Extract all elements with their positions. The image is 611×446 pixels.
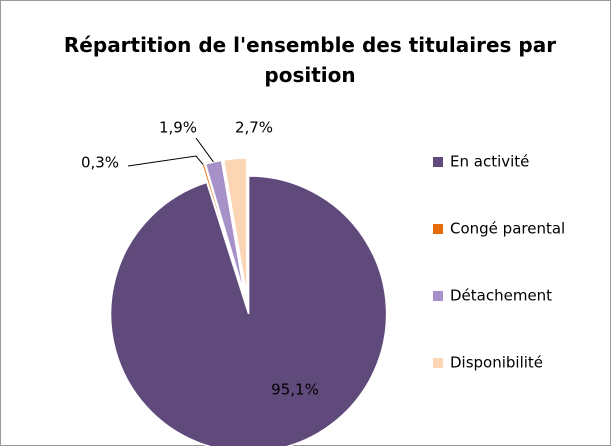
leader-line <box>195 137 214 163</box>
pie-slice <box>201 163 245 297</box>
legend-label: En activité <box>450 153 529 171</box>
pie-slice <box>109 175 388 446</box>
legend-label: Congé parental <box>450 220 565 238</box>
chart-title: Répartition de l'ensemble des titulaires… <box>63 33 557 87</box>
legend-swatch <box>433 358 443 368</box>
data-label: 2,7% <box>235 119 273 137</box>
legend-swatch <box>433 291 443 301</box>
pie-slice <box>222 157 248 297</box>
legend-swatch <box>433 157 443 167</box>
data-label: 95,1% <box>271 381 319 399</box>
data-label: 0,3% <box>81 154 119 172</box>
legend-label: Disponibilité <box>450 354 543 372</box>
leader-line <box>127 155 204 167</box>
pie-slice <box>204 159 246 297</box>
legend-swatch <box>433 224 443 234</box>
legend-label: Détachement <box>450 287 552 305</box>
data-label: 1,9% <box>159 119 197 137</box>
